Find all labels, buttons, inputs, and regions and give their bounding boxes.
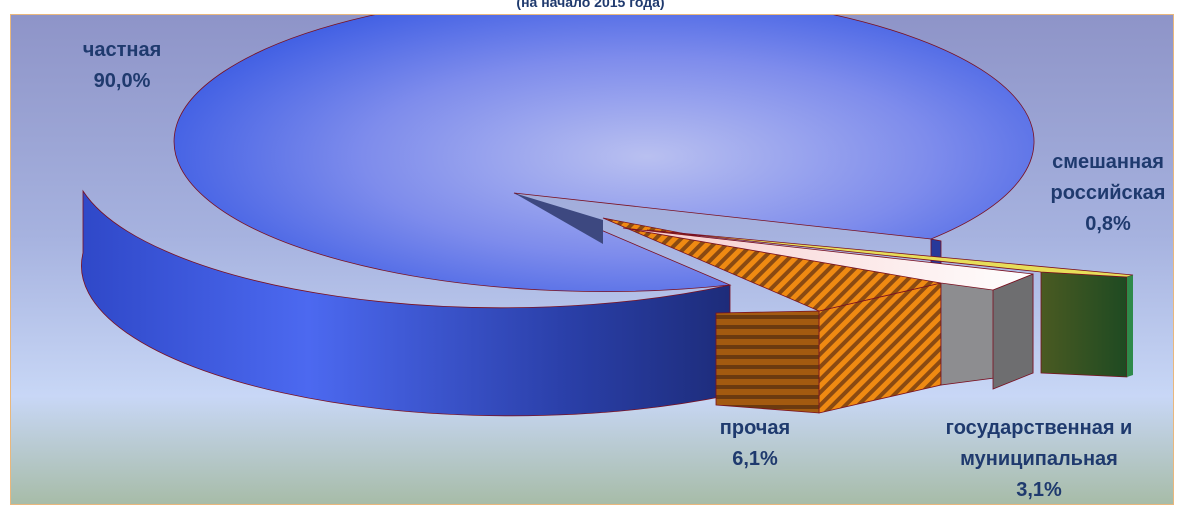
slice-end-mixed xyxy=(1127,275,1133,377)
slice-percent-mixed: 0,8% xyxy=(1085,213,1131,235)
pie-chart-svg xyxy=(81,15,1134,417)
slice-percent-other: 6,1% xyxy=(732,448,778,470)
slice-label-other: прочая 6,1% xyxy=(695,413,815,475)
slice-name-state-line2: муниципальная xyxy=(960,448,1118,470)
slice-front-other xyxy=(715,310,820,414)
slice-name-private: частная xyxy=(82,39,162,61)
slice-top-state xyxy=(622,227,1034,291)
slice-side-mixed xyxy=(1040,271,1128,378)
slice-name-other: прочая xyxy=(719,417,791,439)
slice-cut-private xyxy=(514,193,603,244)
slice-end-state xyxy=(992,273,1034,390)
slice-percent-private: 90,0% xyxy=(93,70,151,92)
slice-label-mixed: смешанная российская 0,8% xyxy=(1033,147,1173,240)
slice-name-state-line1: государственная и xyxy=(945,417,1133,439)
slice-label-private: частная 90,0% xyxy=(37,35,207,97)
slice-side-private xyxy=(81,189,731,417)
slice-top-private xyxy=(173,15,1035,292)
slice-name-mixed-line1: смешанная xyxy=(1052,151,1164,173)
slice-name-mixed-line2: российская xyxy=(1050,182,1166,204)
chart-subtitle: (на начало 2015 года) xyxy=(516,0,665,10)
slice-label-state: государственная и муниципальная 3,1% xyxy=(909,413,1169,504)
plot-area: частная 90,0% смешанная российская 0,8% … xyxy=(10,14,1174,505)
slice-percent-state: 3,1% xyxy=(1016,479,1062,501)
